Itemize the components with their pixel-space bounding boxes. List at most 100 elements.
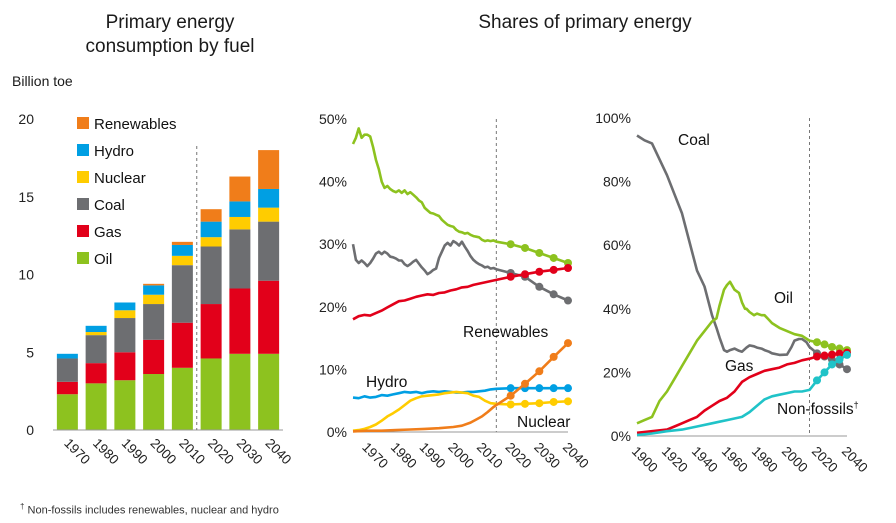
series-label-gas: Gas xyxy=(725,358,754,375)
bar-segment-coal xyxy=(114,318,136,353)
y-tick-label: 30% xyxy=(319,236,347,252)
bar-segment-hydro xyxy=(258,188,280,208)
projection-point-gas xyxy=(549,265,558,274)
series-line-hydro xyxy=(352,386,568,400)
bar-segment-gas xyxy=(171,322,193,368)
bar-segment-coal xyxy=(200,246,222,305)
series-line-gas xyxy=(352,266,569,321)
x-tick-label: 1980 xyxy=(90,436,122,468)
x-tick-label: 2040 xyxy=(839,444,871,476)
legend-swatch-nuclear xyxy=(77,171,89,183)
y-tick-label: 0% xyxy=(327,424,347,440)
projection-point-gas xyxy=(820,351,829,360)
projection-point-hydro xyxy=(549,384,558,393)
series-line-oil xyxy=(636,280,848,425)
projection-point-oil xyxy=(820,340,829,349)
series-label-nuclear: Nuclear xyxy=(517,414,570,431)
x-tick-label: 1980 xyxy=(388,440,420,472)
bar-segment-coal xyxy=(258,221,280,281)
bar-segment-gas xyxy=(56,381,78,395)
shares-line-chart-1965-2040: 0% 10% 20% 30% 40% 50% 19701980199020002010202… xyxy=(319,111,592,471)
bar-segment-nuclear xyxy=(258,207,280,222)
projection-point-hydro xyxy=(535,384,544,393)
bar-segment-oil xyxy=(85,383,107,430)
bar-segment-oil xyxy=(171,367,193,430)
y-tick-label: 10 xyxy=(18,267,34,283)
series-label-hydro: Hydro xyxy=(366,374,407,391)
series-label-oil: Oil xyxy=(774,290,793,307)
projection-point-gas xyxy=(521,270,529,279)
projection-point-nuclear xyxy=(564,397,572,406)
y-tick-label: 10% xyxy=(319,361,347,377)
bar-segment-nuclear xyxy=(114,310,136,319)
y-tick-label: 50% xyxy=(319,111,347,127)
bar-segment-coal xyxy=(143,304,165,340)
projection-point-oil xyxy=(549,253,558,262)
y-tick-label: 20% xyxy=(319,299,347,315)
projection-point-oil xyxy=(535,248,544,257)
bar-segment-renewables xyxy=(258,150,280,189)
bar-segment-nuclear xyxy=(200,237,222,247)
projection-point-gas xyxy=(506,272,515,281)
projection-point-renewables xyxy=(521,379,529,388)
bar-segment-hydro xyxy=(171,244,193,256)
projection-point-gas xyxy=(564,263,572,272)
bar-segment-oil xyxy=(143,374,165,430)
x-tick-label: 2000 xyxy=(779,444,811,476)
projection-point-oil xyxy=(521,243,529,252)
legend-label-gas: Gas xyxy=(94,224,122,241)
bar-segment-coal xyxy=(171,265,193,323)
bar-segment-hydro xyxy=(143,285,165,295)
projection-point-gas xyxy=(813,352,821,361)
y-tick-label: 80% xyxy=(603,174,631,190)
x-tick-label: 2010 xyxy=(474,440,506,472)
left-chart-title-line2: consumption by fuel xyxy=(85,36,255,57)
y-tick-label: 20% xyxy=(603,364,631,380)
projection-point-renewables xyxy=(535,367,544,376)
projection-point-coal xyxy=(843,365,851,374)
bar-segment-hydro xyxy=(85,325,107,333)
left-chart-title: Primary energy consumption by fuel xyxy=(40,11,300,59)
bar-segment-gas xyxy=(229,288,251,354)
x-tick-label: 2030 xyxy=(234,436,266,468)
y-tick-label: 0 xyxy=(26,422,34,438)
bar-segment-oil xyxy=(56,394,78,430)
x-tick-label: 1970 xyxy=(61,436,93,468)
projection-point-nuclear xyxy=(521,399,529,408)
legend-label-hydro: Hydro xyxy=(94,143,134,160)
series-line-coal xyxy=(351,239,569,302)
x-tick-label: 1980 xyxy=(749,444,781,476)
legend-label-coal: Coal xyxy=(94,197,125,214)
projection-point-coal xyxy=(549,290,558,299)
x-tick-label: 1900 xyxy=(629,444,661,476)
projection-point-oil xyxy=(828,342,836,351)
projection-point-oil xyxy=(506,240,515,249)
x-tick-label: 1990 xyxy=(119,436,151,468)
y-tick-label: 0% xyxy=(611,428,631,444)
projection-point-renewables xyxy=(564,339,572,348)
bar-segment-oil xyxy=(229,353,251,430)
bar-segment-coal xyxy=(85,335,107,364)
projection-point-nonfossil xyxy=(820,368,829,377)
projection-point-coal xyxy=(535,282,544,291)
x-tick-label: 2020 xyxy=(503,440,535,472)
legend-swatch-renewables xyxy=(77,117,89,129)
bar-segment-gas xyxy=(143,339,165,375)
x-tick-label: 2010 xyxy=(176,436,208,468)
bar-segment-renewables xyxy=(171,241,193,245)
y-tick-label: 20 xyxy=(18,111,34,127)
left-chart-unit-label: Billion toe xyxy=(12,73,73,89)
bar-segment-nuclear xyxy=(143,294,165,305)
bar-segment-gas xyxy=(114,352,136,381)
projection-point-nonfossil xyxy=(813,376,821,385)
x-tick-label: 2020 xyxy=(205,436,237,468)
projection-point-hydro xyxy=(506,384,515,393)
left-chart-title-line1: Primary energy xyxy=(105,12,235,33)
legend-label-oil: Oil xyxy=(94,251,112,268)
projection-point-renewables xyxy=(549,352,558,361)
stacked-bar-chart: 0 5 10 15 20 19701980199020002010202020302040… xyxy=(18,111,294,467)
y-tick-label: 40% xyxy=(319,174,347,190)
legend-swatch-hydro xyxy=(77,144,89,156)
bar-segment-nuclear xyxy=(229,216,251,230)
y-tick-label: 40% xyxy=(603,301,631,317)
